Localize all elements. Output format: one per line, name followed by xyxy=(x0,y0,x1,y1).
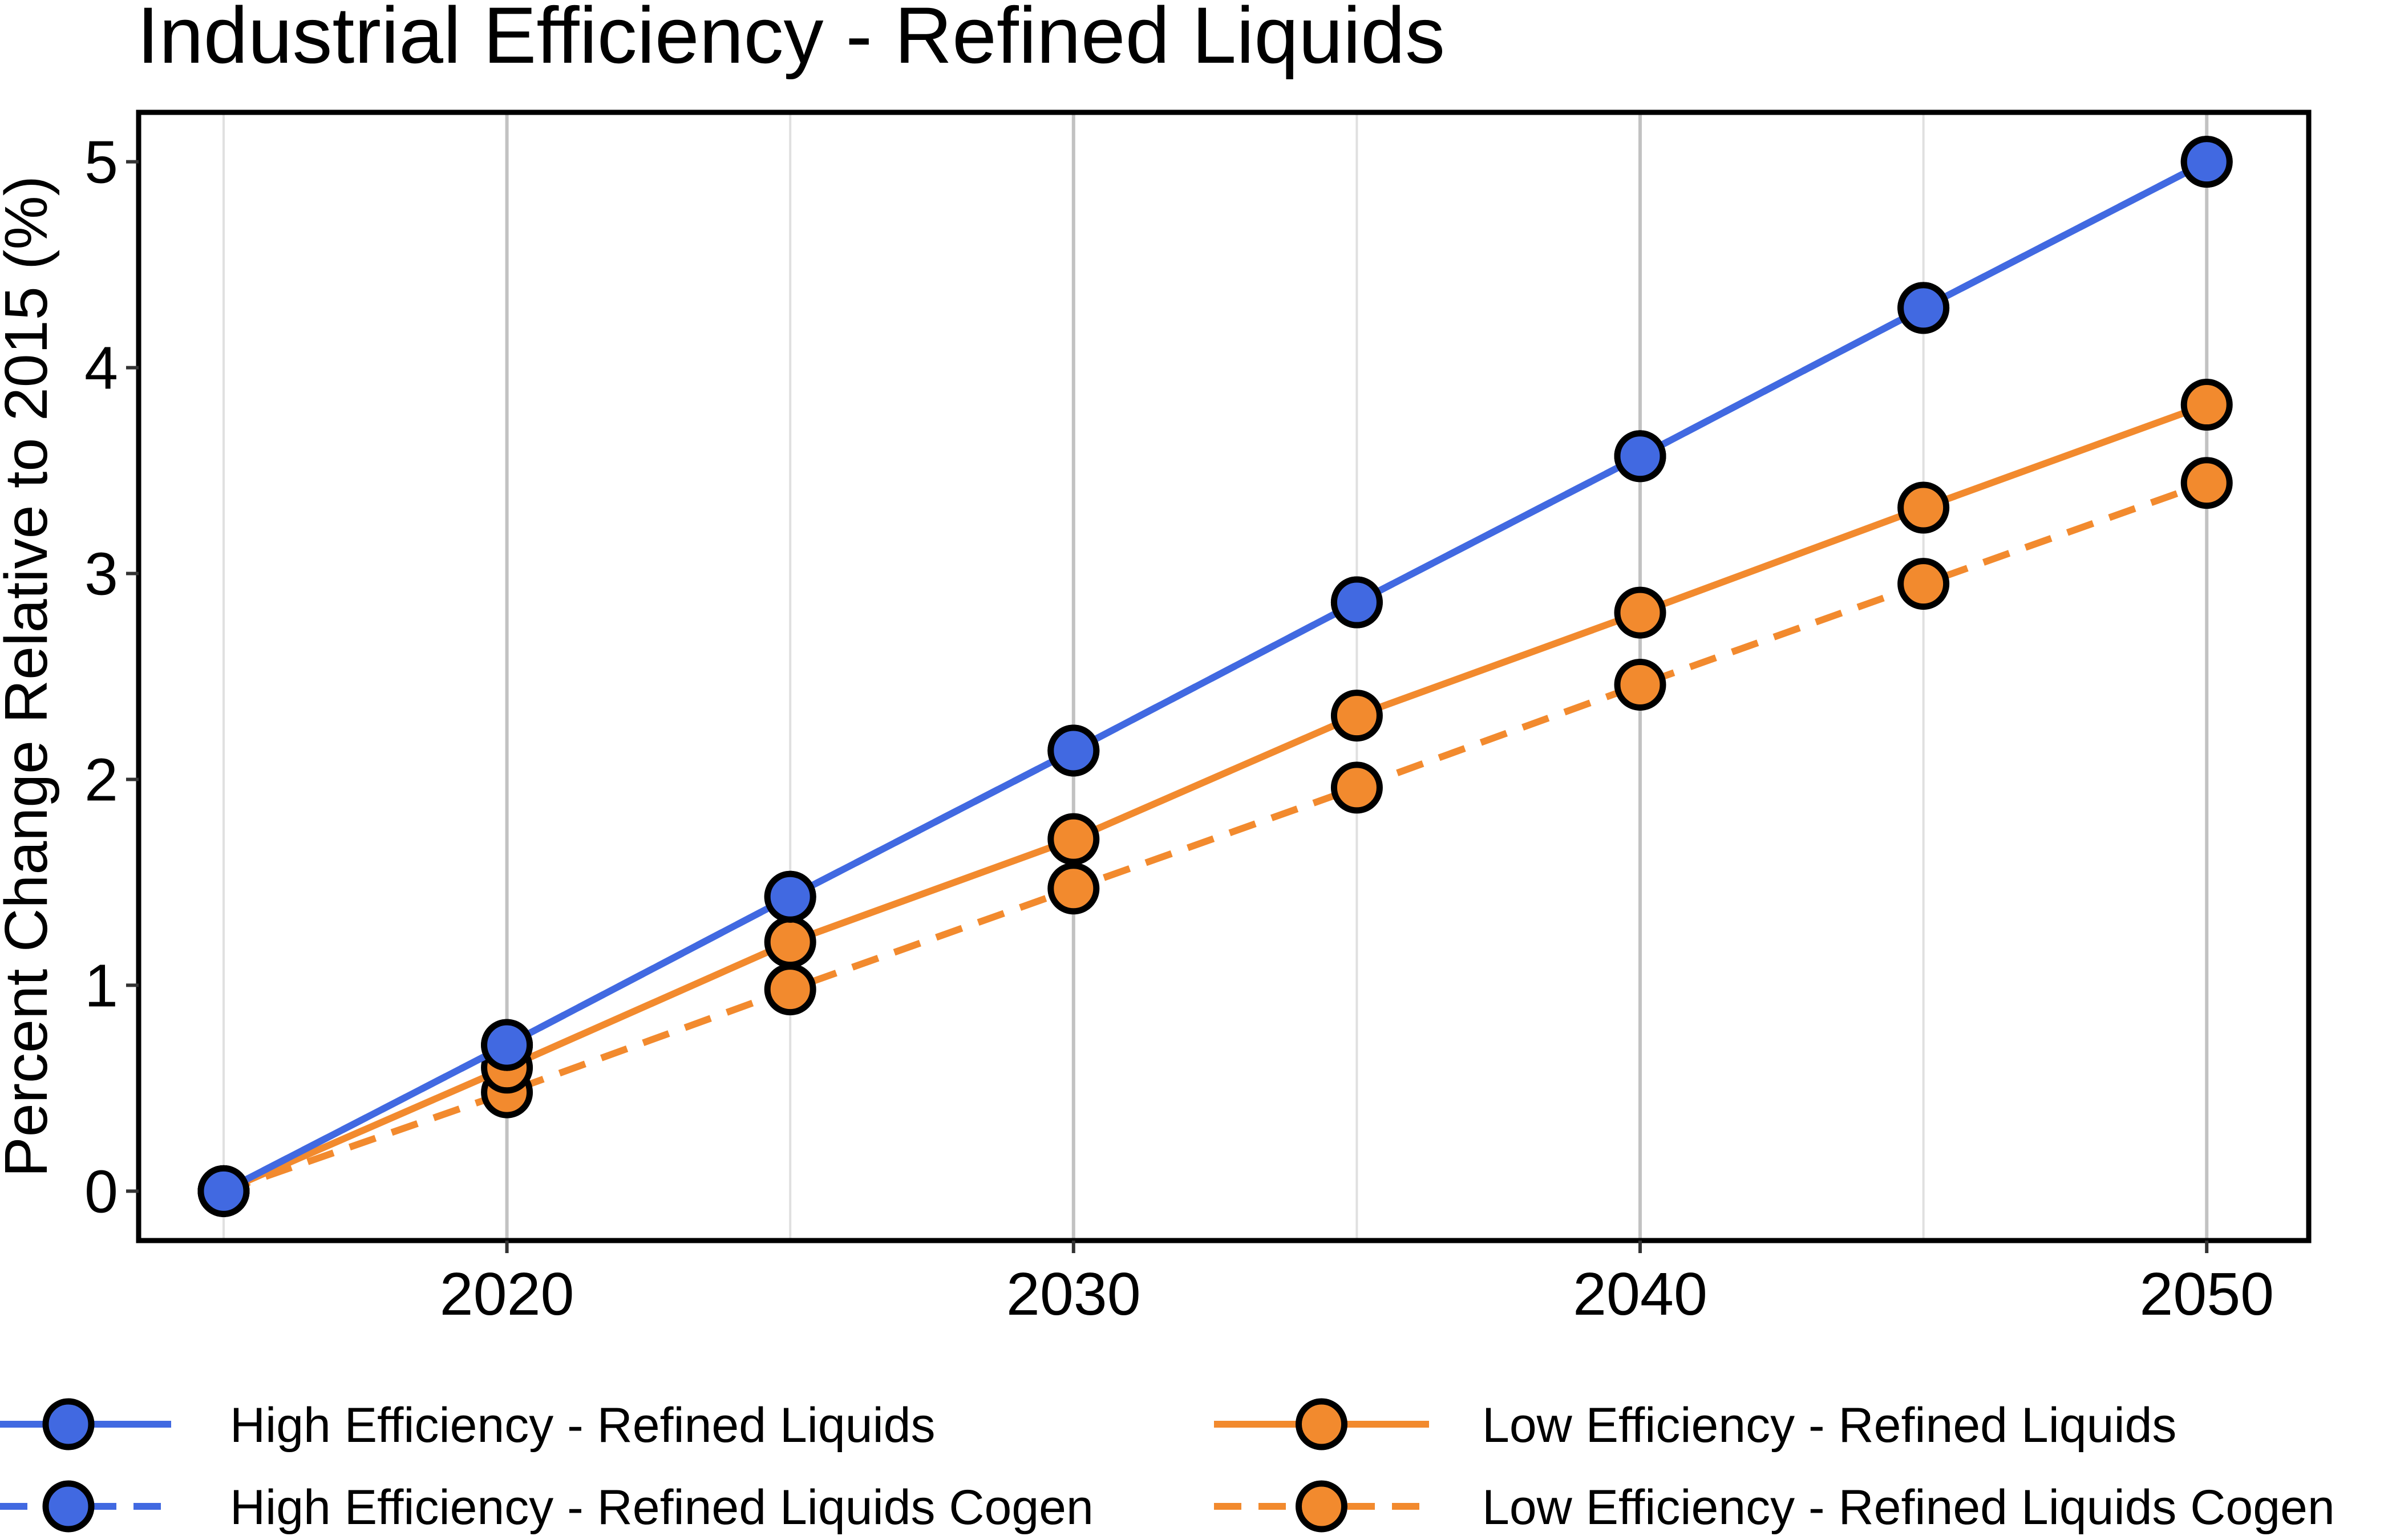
legend-swatch-marker xyxy=(1296,1398,1347,1450)
series-4 xyxy=(197,457,2233,1217)
x-tick-label: 2050 xyxy=(2139,1261,2274,1328)
data-point xyxy=(764,963,816,1016)
data-point xyxy=(1614,658,1666,711)
series-3 xyxy=(197,379,2233,1217)
data-point xyxy=(1047,813,1100,865)
legend-label: High Efficiency - Refined Liquids xyxy=(230,1398,936,1453)
legend-swatch-marker xyxy=(42,1398,95,1450)
plot-series xyxy=(197,136,2233,1217)
y-tick-label: 2 xyxy=(84,746,118,813)
axes: 2020 2030 2040 2050 0 1 2 3 4 5 xyxy=(84,129,2274,1328)
data-point xyxy=(764,870,816,923)
y-tick-label: 4 xyxy=(84,335,118,402)
data-point xyxy=(2180,457,2233,509)
data-point xyxy=(764,916,816,968)
data-point xyxy=(1330,576,1383,629)
data-point xyxy=(197,1165,250,1217)
data-point xyxy=(1330,761,1383,814)
data-point xyxy=(1614,430,1666,483)
series-1 xyxy=(197,136,2233,1217)
data-point xyxy=(2180,136,2233,188)
series-line xyxy=(222,159,2208,1194)
data-point xyxy=(1330,690,1383,742)
plot-frame xyxy=(136,110,2312,1243)
legend-swatch-marker xyxy=(42,1480,95,1533)
data-point xyxy=(1614,586,1666,639)
legend-item-2: High Efficiency - Refined Liquids Cogen xyxy=(0,1480,1094,1535)
y-axis-title: Percent Change Relative to 2015 (%) xyxy=(0,176,60,1177)
chart-title: Industrial Efficiency - Refined Liquids xyxy=(137,0,1445,80)
y-tick-label: 0 xyxy=(84,1158,118,1225)
data-point xyxy=(1897,558,1950,610)
series-line xyxy=(222,480,2208,1195)
legend: High Efficiency - Refined Liquids High Ef… xyxy=(0,1398,2335,1535)
data-point xyxy=(1897,282,1950,334)
y-tick-label: 5 xyxy=(84,129,118,196)
x-tick-label: 2030 xyxy=(1006,1261,1141,1328)
y-tick-label: 1 xyxy=(84,952,118,1019)
legend-swatch-marker xyxy=(1296,1480,1347,1533)
data-point xyxy=(481,1019,533,1071)
legend-label: High Efficiency - Refined Liquids Cogen xyxy=(230,1480,1094,1535)
data-point xyxy=(1897,481,1950,534)
legend-label: Low Efficiency - Refined Liquids Cogen xyxy=(1482,1480,2335,1535)
series-line xyxy=(222,401,2208,1194)
x-tick-label: 2040 xyxy=(1573,1261,1707,1328)
legend-item-4: Low Efficiency - Refined Liquids Cogen xyxy=(1214,1480,2335,1535)
data-point xyxy=(2180,379,2233,431)
x-tick-label: 2020 xyxy=(440,1261,574,1328)
legend-item-1: High Efficiency - Refined Liquids xyxy=(0,1398,936,1453)
data-point xyxy=(1047,862,1100,915)
legend-label: Low Efficiency - Refined Liquids xyxy=(1482,1398,2176,1453)
y-tick-label: 3 xyxy=(84,541,118,608)
data-point xyxy=(1047,724,1100,777)
legend-item-3: Low Efficiency - Refined Liquids xyxy=(1214,1398,2176,1453)
